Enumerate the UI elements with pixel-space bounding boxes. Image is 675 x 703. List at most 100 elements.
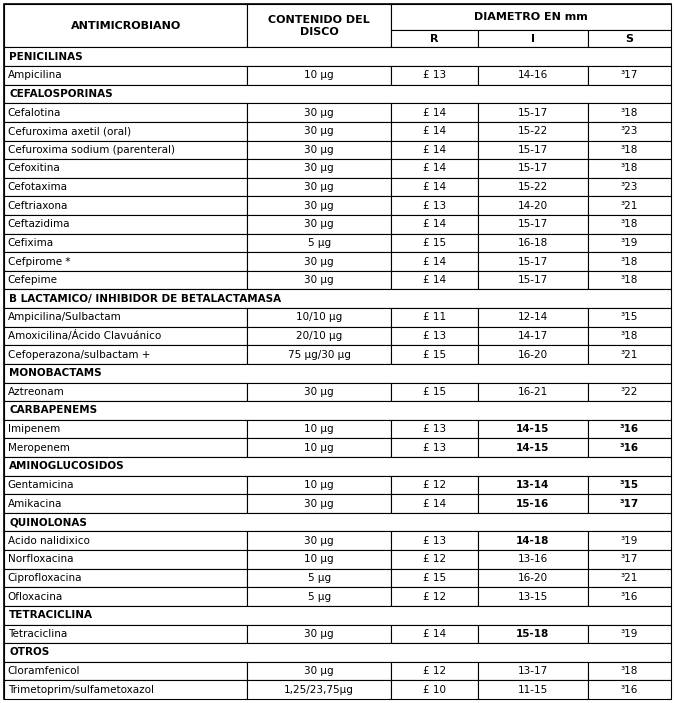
- Text: Norfloxacina: Norfloxacina: [7, 555, 73, 565]
- Text: 14-20: 14-20: [518, 200, 547, 211]
- Bar: [588, 624, 671, 643]
- Bar: [4, 681, 248, 699]
- Text: £ 12: £ 12: [423, 480, 446, 490]
- Text: £ 14: £ 14: [423, 163, 446, 174]
- Text: 30 μg: 30 μg: [304, 108, 334, 117]
- Text: Trimetoprim/sulfametoxazol: Trimetoprim/sulfametoxazol: [7, 685, 154, 695]
- Bar: [478, 494, 588, 513]
- Bar: [478, 476, 588, 494]
- Text: 30 μg: 30 μg: [304, 536, 334, 546]
- Bar: [478, 569, 588, 587]
- Text: 15-22: 15-22: [518, 127, 547, 136]
- Bar: [478, 662, 588, 681]
- Text: £ 14: £ 14: [423, 498, 446, 508]
- Bar: [588, 103, 671, 122]
- Bar: [588, 66, 671, 84]
- Text: Ofloxacina: Ofloxacina: [7, 592, 63, 602]
- Bar: [391, 587, 478, 606]
- Text: CEFALOSPORINAS: CEFALOSPORINAS: [9, 89, 113, 99]
- Bar: [478, 681, 588, 699]
- Text: £ 13: £ 13: [423, 536, 446, 546]
- Text: 5 μg: 5 μg: [308, 573, 331, 583]
- Text: 14-15: 14-15: [516, 443, 549, 453]
- Bar: [391, 345, 478, 364]
- Text: £ 13: £ 13: [423, 443, 446, 453]
- Text: 30 μg: 30 μg: [304, 182, 334, 192]
- Text: 13-17: 13-17: [518, 666, 547, 676]
- Bar: [248, 4, 391, 47]
- Bar: [4, 252, 248, 271]
- Text: ³15: ³15: [620, 312, 638, 323]
- Text: Amikacina: Amikacina: [7, 498, 62, 508]
- Bar: [478, 66, 588, 84]
- Text: Cloramfenicol: Cloramfenicol: [7, 666, 80, 676]
- Bar: [248, 327, 391, 345]
- Bar: [588, 308, 671, 327]
- Text: ³18: ³18: [620, 666, 638, 676]
- Bar: [4, 550, 248, 569]
- Bar: [248, 569, 391, 587]
- Text: Cefixima: Cefixima: [7, 238, 54, 248]
- Bar: [478, 103, 588, 122]
- Bar: [478, 178, 588, 196]
- Bar: [248, 681, 391, 699]
- Bar: [4, 401, 671, 420]
- Bar: [4, 513, 671, 531]
- Text: 15-22: 15-22: [518, 182, 547, 192]
- Text: 30 μg: 30 μg: [304, 666, 334, 676]
- Bar: [391, 159, 478, 178]
- Bar: [588, 531, 671, 550]
- Bar: [478, 215, 588, 233]
- Bar: [588, 587, 671, 606]
- Bar: [248, 308, 391, 327]
- Text: £ 14: £ 14: [423, 629, 446, 639]
- Text: Meropenem: Meropenem: [7, 443, 70, 453]
- Bar: [391, 178, 478, 196]
- Text: QUINOLONAS: QUINOLONAS: [9, 517, 87, 527]
- Bar: [478, 122, 588, 141]
- Bar: [4, 382, 248, 401]
- Bar: [478, 531, 588, 550]
- Text: ³18: ³18: [620, 275, 638, 285]
- Bar: [588, 122, 671, 141]
- Bar: [588, 662, 671, 681]
- Text: £ 15: £ 15: [423, 349, 446, 360]
- Bar: [248, 215, 391, 233]
- Text: 15-18: 15-18: [516, 629, 549, 639]
- Text: ³17: ³17: [620, 70, 638, 80]
- Bar: [4, 271, 248, 290]
- Text: 30 μg: 30 μg: [304, 257, 334, 266]
- Bar: [478, 624, 588, 643]
- Bar: [588, 141, 671, 159]
- Text: ³18: ³18: [620, 145, 638, 155]
- Text: 30 μg: 30 μg: [304, 387, 334, 396]
- Text: Cefuroxima axetil (oral): Cefuroxima axetil (oral): [7, 127, 131, 136]
- Text: Gentamicina: Gentamicina: [7, 480, 74, 490]
- Text: ³18: ³18: [620, 331, 638, 341]
- Text: 30 μg: 30 μg: [304, 498, 334, 508]
- Bar: [391, 382, 478, 401]
- Text: £ 10: £ 10: [423, 685, 446, 695]
- Bar: [391, 531, 478, 550]
- Bar: [248, 439, 391, 457]
- Bar: [248, 252, 391, 271]
- Text: £ 14: £ 14: [423, 182, 446, 192]
- Bar: [248, 103, 391, 122]
- Bar: [391, 30, 478, 47]
- Bar: [588, 569, 671, 587]
- Text: £ 15: £ 15: [423, 387, 446, 396]
- Bar: [4, 569, 248, 587]
- Bar: [248, 66, 391, 84]
- Text: £ 13: £ 13: [423, 424, 446, 434]
- Bar: [248, 550, 391, 569]
- Bar: [4, 643, 671, 662]
- Text: 13-14: 13-14: [516, 480, 549, 490]
- Text: 15-17: 15-17: [518, 163, 547, 174]
- Bar: [391, 327, 478, 345]
- Text: £ 14: £ 14: [423, 219, 446, 229]
- Text: 15-17: 15-17: [518, 108, 547, 117]
- Bar: [4, 494, 248, 513]
- Bar: [588, 196, 671, 215]
- Text: ³18: ³18: [620, 219, 638, 229]
- Text: OTROS: OTROS: [9, 647, 49, 657]
